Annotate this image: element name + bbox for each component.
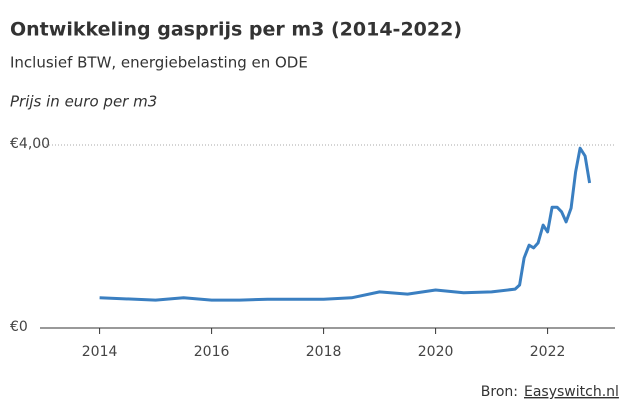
x-tick-label: 2022 [530,344,566,360]
y-tick-label: €4,00 [10,136,50,152]
source-label: Bron: [481,384,518,400]
line [99,146,592,302]
chart-subtitle: Inclusief BTW, energiebelasting en ODE [10,54,308,72]
x-tick-label: 2018 [306,344,342,360]
y-tick-label: €0 [10,319,28,335]
source-link[interactable]: Easyswitch.nl [524,384,619,400]
x-tick-label: 2014 [82,344,118,360]
y-axis-label: Prijs in euro per m3 [10,93,157,111]
x-tick-label: 2020 [418,344,454,360]
chart-title: Ontwikkeling gasprijs per m3 (2014-2022) [10,19,462,41]
x-tick-label: 2016 [194,344,230,360]
